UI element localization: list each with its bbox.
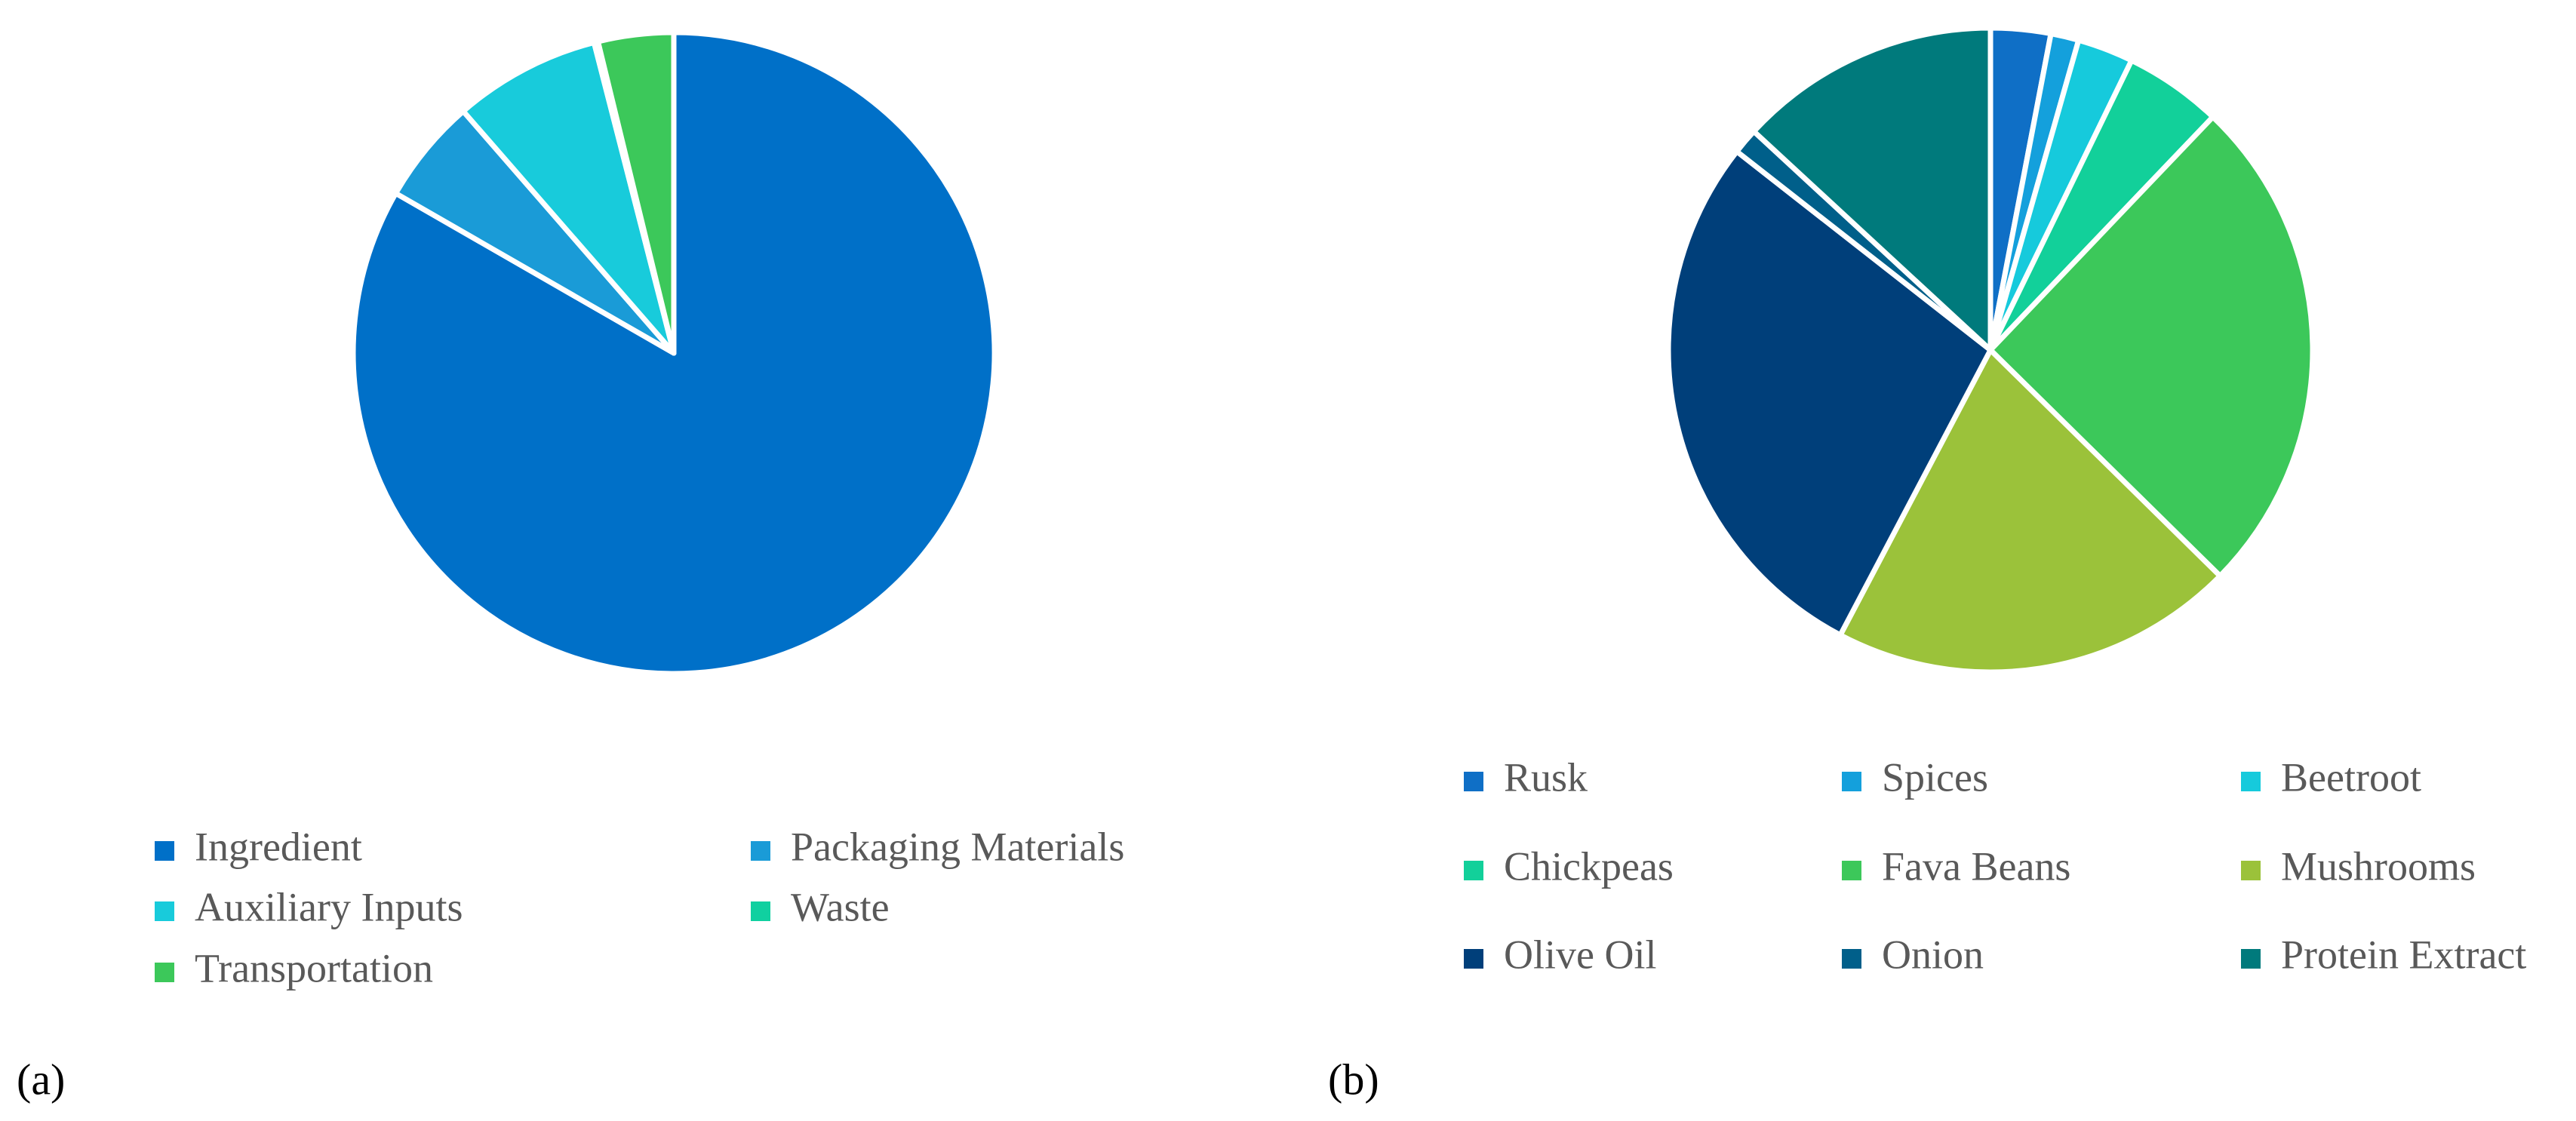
pie-slice	[1837, 347, 2223, 675]
legend-label: Onion	[1882, 932, 1984, 977]
legend-label: Waste	[791, 884, 890, 929]
legend-label: Packaging Materials	[791, 824, 1124, 869]
legend-swatch	[1464, 949, 1483, 969]
legend-label: Ingredient	[195, 824, 362, 869]
legend-label: Chickpeas	[1504, 843, 1674, 889]
legend-swatch	[155, 841, 174, 861]
pie-slice	[460, 39, 677, 356]
legend-label: Protein Extract	[2281, 932, 2526, 977]
legend-label: Auxiliary Inputs	[195, 884, 463, 929]
legend-swatch	[1842, 949, 1861, 969]
legend-swatch	[1464, 772, 1483, 791]
pie-slice	[1665, 149, 1993, 638]
legend-label: Rusk	[1504, 754, 1588, 800]
pie-slice	[595, 29, 677, 356]
panel-label: (a)	[17, 1055, 65, 1104]
legend-swatch	[1842, 772, 1861, 791]
legend-label: Mushrooms	[2281, 843, 2476, 889]
legend-swatch	[751, 901, 770, 921]
pie-slice	[1751, 25, 1993, 353]
legend-swatch	[2241, 861, 2261, 880]
legend-swatch	[2241, 772, 2261, 791]
legend-swatch	[155, 901, 174, 921]
legend-label: Beetroot	[2281, 754, 2421, 800]
legend-label: Spices	[1882, 754, 1988, 800]
legend-swatch	[1464, 861, 1483, 880]
panel-label: (b)	[1328, 1055, 1379, 1104]
legend-label: Fava Beans	[1882, 843, 2070, 889]
legend-label: Transportation	[195, 945, 433, 990]
pie-slice	[1987, 114, 2316, 579]
legend-swatch	[2241, 949, 2261, 969]
legend-swatch	[1842, 861, 1861, 880]
legend-swatch	[155, 963, 174, 982]
legend-swatch	[751, 841, 770, 861]
legend-label: Olive Oil	[1504, 932, 1656, 977]
